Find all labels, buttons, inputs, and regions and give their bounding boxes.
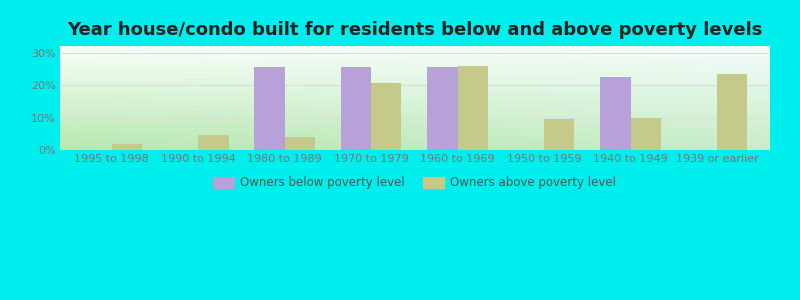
Bar (112, 143, 142, 150)
Bar (427, 67, 458, 150)
Bar (254, 67, 285, 150)
Bar (600, 77, 630, 150)
Bar (341, 67, 371, 150)
Bar (371, 83, 402, 150)
Bar (198, 135, 229, 150)
Bar (285, 137, 315, 150)
Legend: Owners below poverty level, Owners above poverty level: Owners below poverty level, Owners above… (208, 172, 621, 194)
Bar (717, 74, 747, 150)
Bar (630, 118, 661, 150)
Bar (544, 119, 574, 150)
Bar (458, 66, 488, 150)
Title: Year house/condo built for residents below and above poverty levels: Year house/condo built for residents bel… (66, 21, 762, 39)
